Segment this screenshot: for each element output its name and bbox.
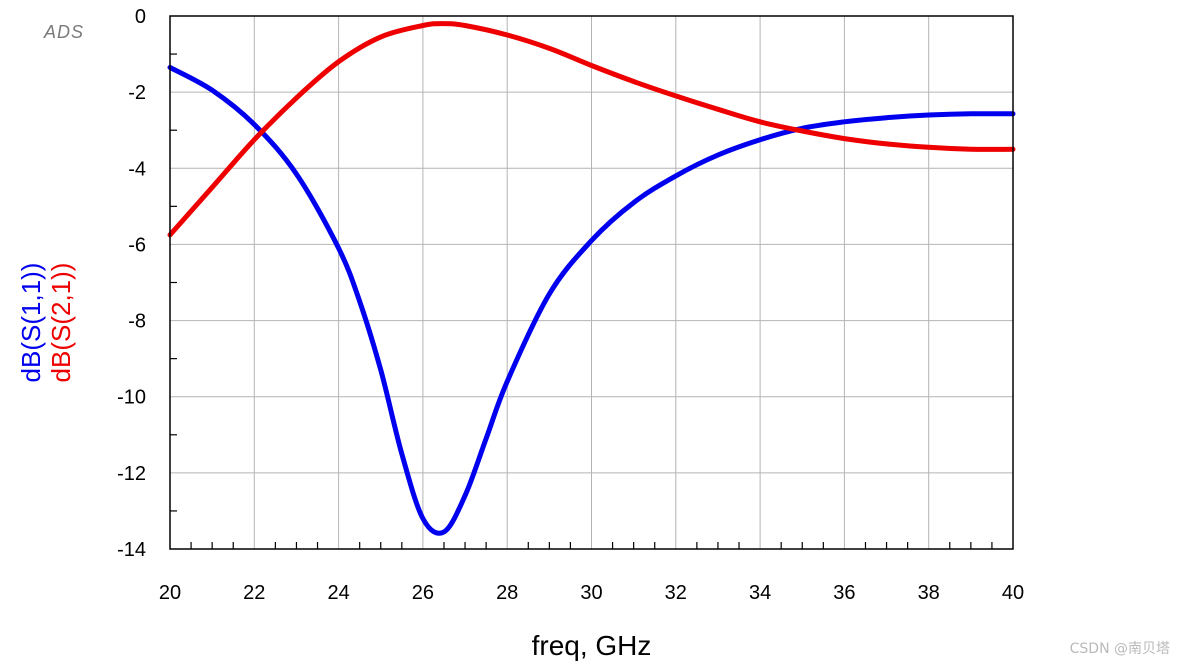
y-tick-label: -6 bbox=[128, 234, 146, 256]
x-tick-label: 24 bbox=[327, 582, 349, 604]
y-tick-label: -10 bbox=[117, 387, 146, 409]
series-line-2 bbox=[167, 21, 1016, 238]
series-line-1 bbox=[167, 64, 1016, 536]
minor-ticks bbox=[170, 53, 993, 549]
y-tick-label: -2 bbox=[128, 82, 146, 104]
tick-labels: 20 22 24 26 28 30 32 34 36 38 40 0 -2 -4 -6 -8 -10 -12 -14 bbox=[117, 6, 1024, 604]
x-tick-label: 36 bbox=[833, 582, 855, 604]
x-tick-label: 20 bbox=[159, 582, 181, 604]
x-tick-label: 40 bbox=[1002, 582, 1024, 604]
x-tick-label: 38 bbox=[918, 582, 940, 604]
y-tick-label: -12 bbox=[117, 463, 146, 485]
x-tick-label: 32 bbox=[665, 582, 687, 604]
series-layer bbox=[167, 21, 1016, 536]
y-tick-label: -8 bbox=[128, 311, 146, 333]
series-label-2: dB(S(2,1)) bbox=[46, 263, 76, 383]
y-tick-label: -14 bbox=[117, 539, 146, 561]
x-tick-label: 28 bbox=[496, 582, 518, 604]
y-tick-label: -4 bbox=[128, 158, 146, 180]
x-tick-label: 22 bbox=[243, 582, 265, 604]
ads-logo: ADS bbox=[44, 22, 85, 42]
y-tick-label: 0 bbox=[135, 6, 146, 28]
watermark: CSDN @南贝塔 bbox=[1069, 641, 1170, 657]
x-tick-label: 26 bbox=[412, 582, 434, 604]
x-tick-label: 34 bbox=[749, 582, 771, 604]
series-label-1: dB(S(1,1)) bbox=[16, 263, 46, 383]
plot-frame bbox=[169, 15, 1014, 550]
x-tick-label: 30 bbox=[580, 582, 602, 604]
x-axis-label: freq, GHz bbox=[532, 630, 652, 661]
y-axis-series-labels: dB(S(1,1)) dB(S(2,1)) bbox=[16, 263, 76, 383]
